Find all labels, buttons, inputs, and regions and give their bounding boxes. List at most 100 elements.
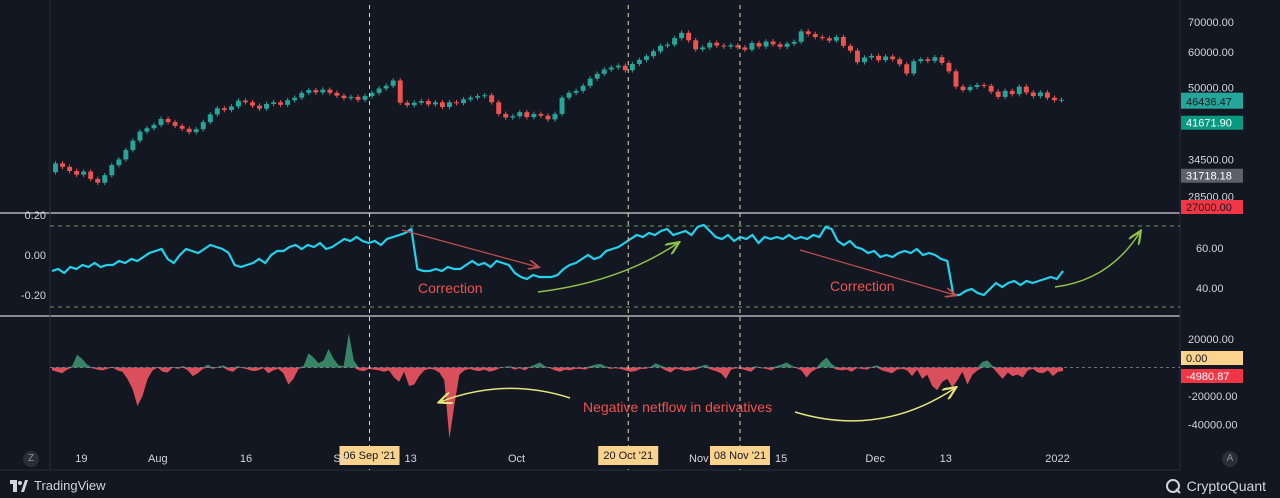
candle[interactable]	[404, 102, 410, 106]
candle[interactable]	[172, 122, 178, 126]
candle[interactable]	[925, 59, 931, 61]
candle[interactable]	[587, 78, 593, 86]
candle[interactable]	[756, 43, 762, 47]
candle[interactable]	[904, 64, 910, 74]
candle[interactable]	[200, 122, 206, 130]
candle[interactable]	[299, 92, 305, 98]
candle[interactable]	[341, 95, 347, 99]
candle[interactable]	[566, 92, 572, 98]
candle[interactable]	[897, 59, 903, 65]
candle[interactable]	[918, 59, 924, 62]
candle[interactable]	[67, 166, 73, 171]
candle[interactable]	[207, 114, 213, 123]
candle[interactable]	[777, 44, 783, 47]
candle[interactable]	[953, 71, 959, 87]
candle[interactable]	[643, 56, 649, 60]
candle[interactable]	[468, 97, 474, 100]
candle[interactable]	[327, 89, 333, 93]
candle[interactable]	[137, 131, 143, 141]
candle[interactable]	[594, 73, 600, 79]
candle[interactable]	[60, 163, 66, 167]
candle[interactable]	[1051, 97, 1057, 101]
candle[interactable]	[306, 90, 312, 93]
candle[interactable]	[88, 171, 94, 179]
candle[interactable]	[686, 32, 692, 41]
candle[interactable]	[911, 61, 917, 74]
candle[interactable]	[538, 113, 544, 116]
candle[interactable]	[1030, 92, 1036, 97]
candle[interactable]	[53, 163, 58, 173]
candle[interactable]	[418, 101, 424, 103]
candle[interactable]	[1002, 90, 1008, 97]
candle[interactable]	[974, 85, 980, 87]
candle[interactable]	[74, 170, 80, 175]
candle[interactable]	[826, 38, 832, 41]
candle[interactable]	[193, 129, 199, 133]
candle[interactable]	[313, 90, 319, 93]
candle[interactable]	[334, 92, 340, 96]
candle[interactable]	[636, 59, 642, 64]
candle[interactable]	[439, 102, 445, 107]
candle[interactable]	[1009, 90, 1015, 95]
auto-scale-a-button[interactable]: A	[1222, 451, 1238, 467]
candle[interactable]	[833, 36, 839, 41]
candle[interactable]	[721, 45, 727, 47]
candle[interactable]	[728, 45, 734, 47]
candle[interactable]	[348, 96, 354, 99]
candle[interactable]	[292, 97, 298, 101]
candle[interactable]	[517, 112, 523, 117]
candle[interactable]	[1016, 86, 1022, 95]
candle[interactable]	[320, 89, 326, 93]
candle[interactable]	[1059, 99, 1064, 101]
candle[interactable]	[376, 88, 382, 93]
candle[interactable]	[981, 85, 987, 87]
netflow-pane[interactable]	[50, 333, 1180, 439]
candle[interactable]	[278, 102, 284, 105]
candle[interactable]	[847, 45, 853, 51]
candle[interactable]	[679, 32, 685, 39]
candle[interactable]	[369, 92, 375, 97]
candle[interactable]	[988, 85, 994, 92]
candle[interactable]	[242, 100, 248, 103]
candle[interactable]	[411, 102, 417, 106]
candle[interactable]	[151, 124, 157, 129]
candle[interactable]	[81, 171, 87, 175]
candle[interactable]	[355, 96, 361, 100]
candle[interactable]	[250, 102, 255, 106]
candle[interactable]	[862, 57, 867, 63]
candle[interactable]	[228, 106, 234, 110]
candle[interactable]	[791, 41, 797, 44]
candle[interactable]	[397, 80, 403, 103]
candle[interactable]	[735, 45, 741, 48]
candle[interactable]	[573, 90, 579, 93]
candle[interactable]	[496, 102, 502, 114]
candle[interactable]	[144, 128, 150, 132]
candle[interactable]	[102, 175, 108, 183]
candle[interactable]	[960, 86, 966, 91]
candle[interactable]	[651, 51, 656, 57]
candle[interactable]	[559, 97, 565, 114]
candle[interactable]	[622, 65, 628, 71]
candle[interactable]	[855, 50, 860, 63]
candle[interactable]	[672, 38, 678, 45]
price-pane[interactable]	[53, 29, 1064, 186]
candle[interactable]	[665, 44, 671, 46]
candle[interactable]	[714, 42, 720, 46]
candle[interactable]	[524, 112, 530, 118]
candle[interactable]	[221, 108, 227, 110]
candle[interactable]	[531, 113, 537, 118]
candle[interactable]	[658, 45, 663, 52]
candle[interactable]	[158, 118, 164, 125]
candle[interactable]	[700, 47, 706, 50]
candle[interactable]	[1037, 92, 1043, 97]
candle[interactable]	[763, 41, 769, 47]
candle[interactable]	[390, 80, 396, 86]
candle[interactable]	[629, 63, 635, 71]
candle[interactable]	[798, 31, 804, 42]
candle[interactable]	[1044, 92, 1050, 98]
candle[interactable]	[95, 178, 101, 183]
candle[interactable]	[510, 116, 516, 118]
candle[interactable]	[995, 91, 1001, 97]
candle[interactable]	[545, 115, 551, 120]
candle[interactable]	[454, 102, 459, 104]
